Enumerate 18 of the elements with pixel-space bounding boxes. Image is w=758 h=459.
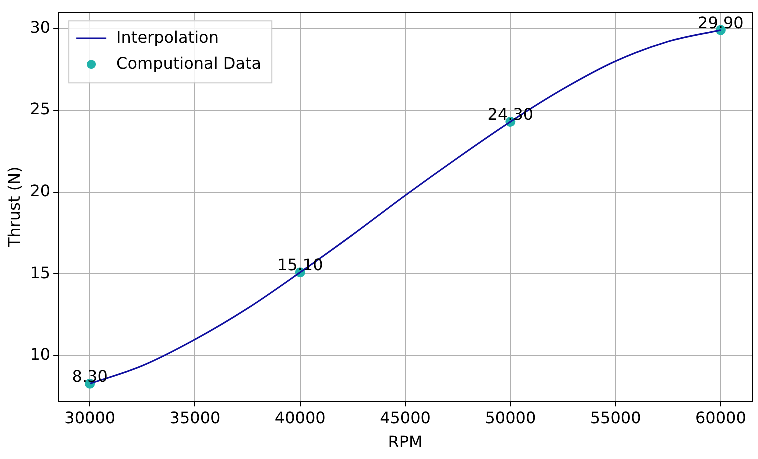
x-tick-label: 30000 bbox=[64, 408, 116, 428]
y-tick-label: 10 bbox=[30, 345, 51, 364]
legend-label: Interpolation bbox=[116, 28, 219, 47]
x-tick-label: 60000 bbox=[696, 408, 746, 428]
x-axis-title: RPM bbox=[388, 432, 423, 452]
x-tick-label: 55000 bbox=[590, 408, 642, 428]
x-tick-label: 50000 bbox=[485, 408, 536, 428]
data-label: 8.30 bbox=[72, 367, 108, 386]
x-tick-label: 45000 bbox=[380, 408, 431, 428]
data-label: 29.90 bbox=[698, 13, 744, 32]
y-tick-label: 25 bbox=[30, 100, 51, 119]
legend-label: Computional Data bbox=[116, 54, 262, 73]
x-tick-label: 40000 bbox=[274, 408, 326, 428]
y-tick-label: 20 bbox=[30, 182, 51, 201]
y-tick-label: 15 bbox=[30, 263, 51, 282]
y-tick-label: 30 bbox=[30, 18, 51, 37]
x-tick-label: 35000 bbox=[170, 408, 221, 428]
y-axis-title: Thrust (N) bbox=[4, 166, 24, 248]
